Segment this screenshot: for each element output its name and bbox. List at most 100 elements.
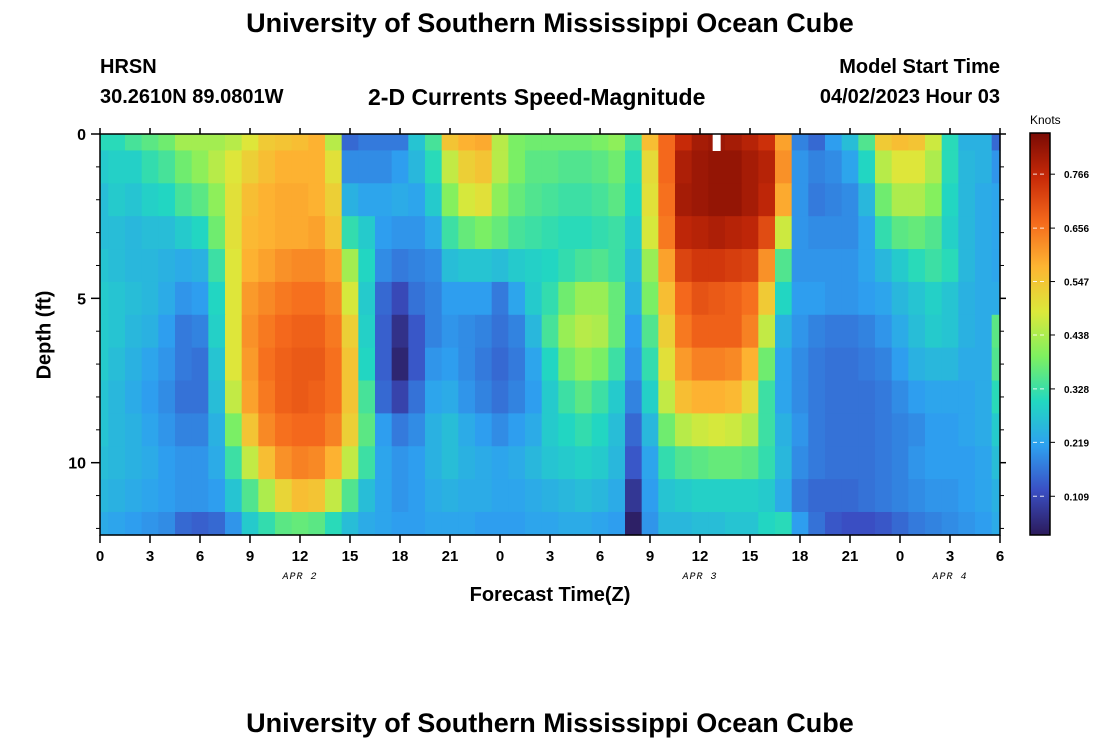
heatmap-cell [791,281,809,316]
heatmap-cell [391,511,409,536]
heatmap-cell [208,281,226,316]
heatmap-cell [291,314,309,349]
heatmap-cell [358,413,376,447]
heatmap-cell [575,511,593,536]
heatmap-cell [258,216,276,250]
heatmap-cell [341,479,359,513]
heatmap-cell [225,249,243,283]
heatmap-cell [241,347,259,382]
y-tick-label: 5 [77,291,86,308]
heatmap-cell [125,446,143,480]
heatmap-cell [408,347,426,382]
heatmap-cell [958,347,976,382]
heatmap-cell [841,511,859,536]
heatmap-cell [141,380,159,414]
colorbar-tick-label: 0.547 [1064,278,1089,289]
heatmap-cell [308,511,326,536]
heatmap-cell [508,150,526,184]
heatmap-cell [158,347,176,382]
heatmap-cell [875,380,893,414]
heatmap-cell [658,413,676,447]
heatmap-cell [241,249,259,283]
heatmap-cell [125,183,143,217]
heatmap-cell [641,511,659,536]
heatmap-cell [491,479,509,513]
heatmap-cell [258,249,276,283]
colorbar-unit-label: Knots [1030,113,1061,127]
heatmap-cell [508,314,526,349]
heatmap-cell [575,380,593,414]
heatmap-cell [941,314,959,349]
heatmap-cell [808,150,826,184]
missing-data-cell [712,134,721,151]
heatmap-cell [275,479,293,513]
heatmap-cell [575,479,593,513]
heatmap-cell [100,249,109,283]
station-name: HRSN [100,56,157,78]
heatmap-cell [675,446,693,480]
heatmap-cell [325,479,343,513]
heatmap-cell [208,380,226,414]
heatmap-cell [625,446,643,480]
heatmap-cell [625,183,643,217]
heatmap-cell [508,281,526,316]
x-tick-label: 9 [646,548,654,565]
heatmap-cell [875,479,893,513]
heatmap-cell [958,216,976,250]
heatmap-cell [891,314,909,349]
heatmap-cell [575,183,593,217]
heatmap-cell [725,249,743,283]
heatmap-cell [358,446,376,480]
heatmap-cell [708,446,726,480]
heatmap-cell [575,216,593,250]
heatmap-cell [358,314,376,349]
heatmap-cell [558,413,576,447]
heatmap-cell [691,380,709,414]
heatmap-cell [775,380,793,414]
heatmap-cell [108,134,126,152]
heatmap-cell [275,446,293,480]
heatmap-cell [775,479,793,513]
heatmap-cell [741,281,759,316]
heatmap-cell [541,446,559,480]
heatmap-cell [691,314,709,349]
heatmap-cell [208,183,226,217]
heatmap-cell [941,380,959,414]
heatmap-cell [608,511,626,536]
heatmap-cell [791,511,809,536]
heatmap-cell [625,479,643,513]
heatmap-cell [658,249,676,283]
heatmap-cell [675,281,693,316]
heatmap-cell [658,511,676,536]
heatmap-cell [825,150,843,184]
heatmap-cell [808,183,826,217]
heatmap-cell [908,134,926,152]
heatmap-cell [241,281,259,316]
heatmap-cell [775,446,793,480]
heatmap-cell [408,134,426,152]
heatmap-cell [391,216,409,250]
heatmap-cell [158,511,176,536]
heatmap-cell [308,134,326,152]
chart-title: University of Southern Mississippi Ocean… [246,8,854,38]
heatmap-cell [175,380,193,414]
heatmap-cell [741,413,759,447]
heatmap-cell [908,446,926,480]
heatmap-cell [591,216,609,250]
heatmap-cell [308,446,326,480]
heatmap-cell [425,183,443,217]
heatmap-cell [425,511,443,536]
heatmap-cell [958,281,976,316]
heatmap-cell [100,134,109,152]
heatmap-cell [675,479,693,513]
heatmap-cell [791,150,809,184]
heatmap-cell [325,347,343,382]
heatmap-cell [825,281,843,316]
heatmap-cell [225,446,243,480]
heatmap-cell [975,511,993,536]
heatmap-cell [208,347,226,382]
heatmap-cell [625,511,643,536]
heatmap-cell [258,479,276,513]
heatmap-cell [391,380,409,414]
heatmap-cell [658,347,676,382]
